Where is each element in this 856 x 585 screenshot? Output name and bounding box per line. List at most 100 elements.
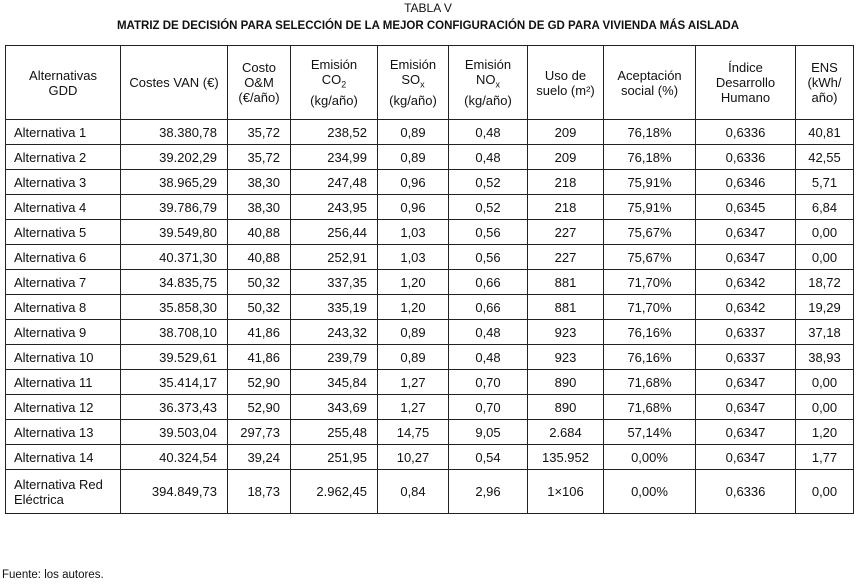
cell: 881 xyxy=(527,269,604,295)
alternative-name: Alternativa 3 xyxy=(5,169,121,195)
cell: 2,96 xyxy=(448,469,528,514)
alternative-name: Alternativa 2 xyxy=(5,144,121,170)
table-label: TABLA V xyxy=(404,1,452,15)
cell: 76,18% xyxy=(603,119,696,145)
cell: 39.503,04 xyxy=(120,419,228,445)
cell: 343,69 xyxy=(290,394,378,420)
alternative-name: Alternativa 1 xyxy=(5,119,121,145)
cell: 18,73 xyxy=(227,469,291,514)
cell: 0,52 xyxy=(448,169,528,195)
cell: 0,6347 xyxy=(695,219,796,245)
cell: 42,55 xyxy=(795,144,854,170)
cell: 1,03 xyxy=(377,219,449,245)
header-text: (kg/año) xyxy=(464,92,512,108)
cell: 0,48 xyxy=(448,144,528,170)
cell: 0,00 xyxy=(795,369,854,395)
cell: 71,68% xyxy=(603,369,696,395)
header-text: (kg/año) xyxy=(389,92,437,108)
cell: 76,18% xyxy=(603,144,696,170)
table-row: Alternativa 5 39.549,80 40,88 256,44 1,03 0,5… xyxy=(5,219,854,245)
cell: 0,6346 xyxy=(695,169,796,195)
cell: 0,54 xyxy=(448,444,528,470)
cell: 39.549,80 xyxy=(120,219,228,245)
cell: 39,24 xyxy=(227,444,291,470)
header-cell: Emisión NOx (kg/año) xyxy=(448,45,528,120)
cell: 209 xyxy=(527,144,604,170)
alternative-name: Alternativa 6 xyxy=(5,244,121,270)
cell: 251,95 xyxy=(290,444,378,470)
cell: 256,44 xyxy=(290,219,378,245)
header-text: Índice xyxy=(728,60,763,75)
cell: 1×106 xyxy=(527,469,604,514)
table-row: Alternativa 13 39.503,04 297,73 255,48 14,75… xyxy=(5,419,854,445)
cell: 0,89 xyxy=(377,119,449,145)
cell: 0,00 xyxy=(795,394,854,420)
cell: 75,67% xyxy=(603,244,696,270)
alternative-name: Alternativa 14 xyxy=(5,444,121,470)
header-cell: Alternativas GDD xyxy=(5,45,121,120)
header-text: CO xyxy=(321,72,342,88)
cell: 218 xyxy=(527,194,604,220)
cell: 0,6336 xyxy=(695,119,796,145)
header-text: Costes VAN (€) xyxy=(129,75,219,90)
cell: 76,16% xyxy=(603,344,696,370)
cell: 0,6337 xyxy=(695,319,796,345)
cell: 39.529,61 xyxy=(120,344,228,370)
header-text: Emisión xyxy=(310,57,358,73)
cell: 38,30 xyxy=(227,169,291,195)
cell: 0,96 xyxy=(377,194,449,220)
header-text: Desarrollo xyxy=(715,75,776,90)
cell: 252,91 xyxy=(290,244,378,270)
cell: 39.202,29 xyxy=(120,144,228,170)
cell: 76,16% xyxy=(603,319,696,345)
header-row: Alternativas GDD Costes VAN (€) Costo O&M (€/… xyxy=(5,45,854,120)
cell: 9,05 xyxy=(448,419,528,445)
header-text: social (%) xyxy=(620,82,679,98)
cell: 10,27 xyxy=(377,444,449,470)
cell: 0,6347 xyxy=(695,369,796,395)
cell: 35.414,17 xyxy=(120,369,228,395)
cell: 40,88 xyxy=(227,244,291,270)
cell: 0,84 xyxy=(377,469,449,514)
cell: 50,32 xyxy=(227,269,291,295)
header-text: ENS xyxy=(811,60,838,75)
cell: 890 xyxy=(527,394,604,420)
header-text: GDD xyxy=(48,82,78,98)
cell: 255,48 xyxy=(290,419,378,445)
cell: 0,6345 xyxy=(695,194,796,220)
alternative-name: Alternativa 7 xyxy=(5,269,121,295)
cell: 38.965,29 xyxy=(120,169,228,195)
table-row: Alternativa 14 40.324,54 39,24 251,95 10,27 0… xyxy=(5,444,854,470)
cell: 335,19 xyxy=(290,294,378,320)
cell: 1,20 xyxy=(377,269,449,295)
cell: 5,71 xyxy=(795,169,854,195)
cell: 0,56 xyxy=(448,244,528,270)
cell: 0,89 xyxy=(377,319,449,345)
cell: 75,91% xyxy=(603,169,696,195)
header-text: SO xyxy=(401,72,421,88)
cell: 923 xyxy=(527,319,604,345)
table-row: Alternativa 7 34.835,75 50,32 337,35 1,20 0,6… xyxy=(5,269,854,295)
header-cell: Uso de suelo (m²) xyxy=(527,45,604,120)
table-row: Alternativa 9 38.708,10 41,86 243,32 0,89 0,4… xyxy=(5,319,854,345)
cell: 38,30 xyxy=(227,194,291,220)
table-row: Alternativa 3 38.965,29 38,30 247,48 0,96 0,5… xyxy=(5,169,854,195)
header-text: Costo xyxy=(242,60,276,75)
cell: 337,35 xyxy=(290,269,378,295)
cell: 0,56 xyxy=(448,219,528,245)
header-cell: Costes VAN (€) xyxy=(120,45,228,120)
alternative-name: Alternativa 13 xyxy=(5,419,121,445)
header-cell: Aceptación social (%) xyxy=(603,45,696,120)
header-text: (kWh/ xyxy=(807,75,842,90)
cell: 0,00 xyxy=(795,469,854,514)
cell: 0,48 xyxy=(448,119,528,145)
header-text: suelo (m²) xyxy=(536,82,595,98)
cell: 1,20 xyxy=(795,419,854,445)
cell: 38.380,78 xyxy=(120,119,228,145)
header-subscript: x xyxy=(495,79,501,90)
table-row: Alternativa 10 39.529,61 41,86 239,79 0,89 0,… xyxy=(5,344,854,370)
cell: 1,27 xyxy=(377,369,449,395)
header-text: Aceptación xyxy=(617,67,682,83)
header-cell: Índice Desarrollo Humano xyxy=(695,45,796,120)
